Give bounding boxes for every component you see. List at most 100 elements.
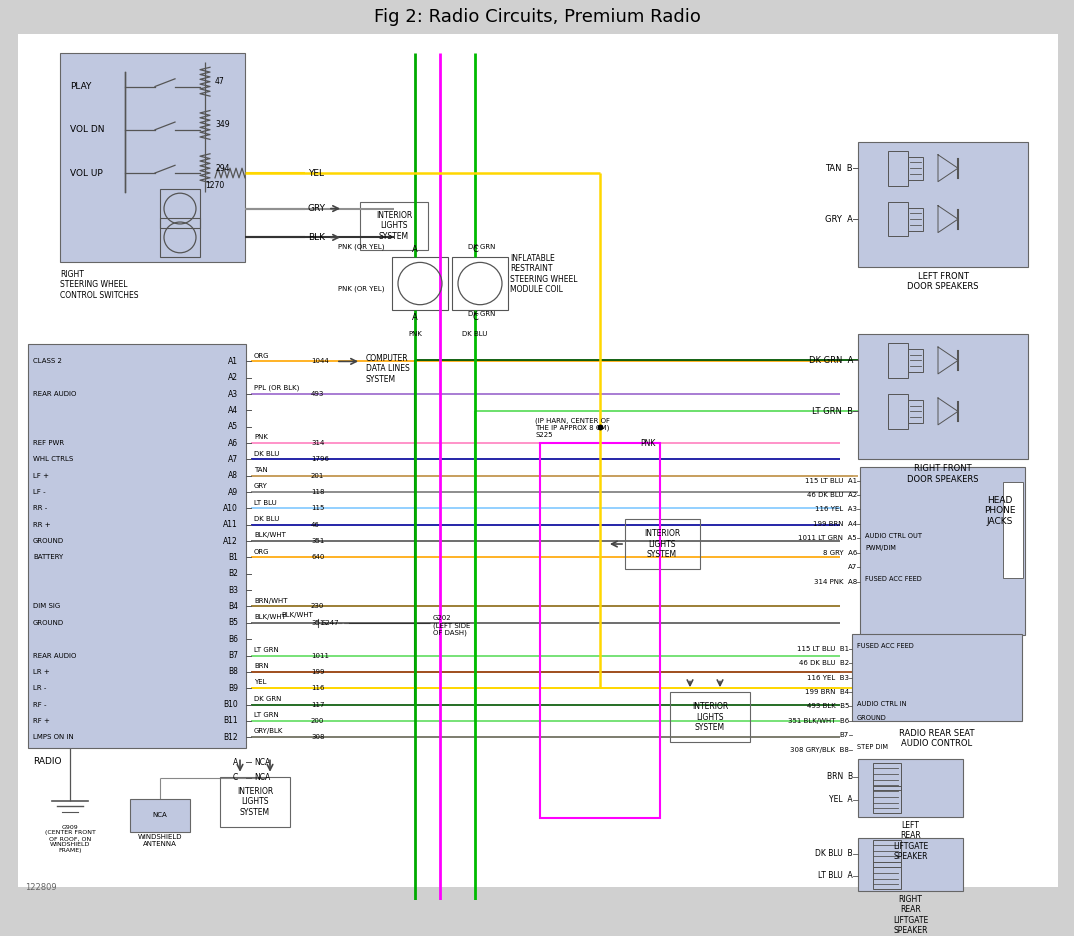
Bar (908, 208, 923, 230)
Text: B12: B12 (223, 733, 238, 741)
Bar (625, 519, 700, 569)
Text: RIGHT FRONT
DOOR SPEAKERS: RIGHT FRONT DOOR SPEAKERS (908, 464, 978, 484)
Text: G202
(LEFT SIDE
OF DASH): G202 (LEFT SIDE OF DASH) (433, 615, 470, 636)
Text: RF +: RF + (33, 718, 49, 724)
Text: BLK/WHT: BLK/WHT (253, 533, 286, 538)
Text: AUDIO CTRL OUT: AUDIO CTRL OUT (865, 534, 921, 539)
Text: 1011: 1011 (311, 652, 329, 659)
Text: BRN  B: BRN B (827, 772, 853, 782)
Bar (452, 256, 508, 311)
Text: VOL UP: VOL UP (70, 168, 103, 178)
Text: A8: A8 (228, 472, 238, 480)
Text: 115 LT BLU  B1: 115 LT BLU B1 (797, 646, 850, 651)
Bar (220, 777, 290, 826)
Text: DK BLU  B: DK BLU B (815, 849, 853, 858)
Text: GROUND: GROUND (33, 538, 64, 544)
Text: 115 LT BLU  A1: 115 LT BLU A1 (804, 477, 857, 484)
Bar (888, 151, 908, 185)
Bar (860, 467, 1025, 636)
Text: B6: B6 (228, 635, 238, 644)
Text: 118: 118 (311, 490, 324, 495)
Text: VOL DN: VOL DN (70, 125, 104, 134)
Text: AUDIO CTRL IN: AUDIO CTRL IN (857, 700, 906, 707)
Text: PWM/DIM: PWM/DIM (865, 545, 896, 551)
Bar (873, 840, 901, 867)
Text: LR -: LR - (33, 685, 46, 691)
Text: G909
(CENTER FRONT
OF ROOF, ON
WINDSHIELD
FRAME): G909 (CENTER FRONT OF ROOF, ON WINDSHIEL… (44, 825, 96, 853)
Text: 46: 46 (311, 521, 320, 528)
Text: NCA: NCA (253, 773, 271, 782)
Text: A7: A7 (228, 455, 238, 464)
Text: 199: 199 (311, 669, 324, 675)
Text: HEAD
PHONE
JACKS: HEAD PHONE JACKS (984, 496, 1016, 526)
Text: BLK/WHT: BLK/WHT (253, 614, 286, 620)
Text: B1: B1 (228, 553, 238, 562)
Text: REAR AUDIO: REAR AUDIO (33, 652, 76, 659)
Text: NCA: NCA (253, 758, 271, 767)
Text: LT BLU: LT BLU (253, 500, 277, 505)
Text: LF +: LF + (33, 473, 49, 479)
Text: BATTERY: BATTERY (33, 554, 63, 561)
Text: CLASS 2: CLASS 2 (33, 358, 62, 364)
Text: 230: 230 (311, 604, 324, 609)
Text: TAN  B: TAN B (826, 164, 853, 173)
Text: PNK: PNK (408, 330, 422, 337)
Text: RR +: RR + (33, 521, 50, 528)
Bar (873, 763, 901, 790)
Text: A6: A6 (228, 439, 238, 447)
Bar (858, 838, 963, 891)
Text: 200: 200 (311, 718, 324, 724)
Text: DK GRN: DK GRN (468, 312, 495, 317)
Text: INTERIOR
LIGHTS
SYSTEM: INTERIOR LIGHTS SYSTEM (692, 702, 728, 732)
Text: C: C (473, 313, 478, 322)
Text: RADIO: RADIO (33, 757, 61, 767)
Text: PNK (OR YEL): PNK (OR YEL) (338, 243, 384, 250)
Text: PLAY: PLAY (70, 82, 91, 91)
Text: B5: B5 (228, 619, 238, 627)
Text: A1: A1 (228, 357, 238, 366)
Text: 116 YEL  A3: 116 YEL A3 (815, 506, 857, 512)
Text: WINDSHIELD
ANTENNA: WINDSHIELD ANTENNA (137, 834, 183, 847)
Text: DK BLU: DK BLU (253, 516, 279, 522)
Text: FUSED ACC FEED: FUSED ACC FEED (857, 643, 914, 649)
Text: LT GRN: LT GRN (253, 712, 279, 718)
Text: 308 GRY/BLK  B8: 308 GRY/BLK B8 (790, 747, 850, 753)
Text: 46 DK BLU  A2: 46 DK BLU A2 (807, 492, 857, 498)
Text: 46 DK BLU  B2: 46 DK BLU B2 (799, 660, 850, 666)
Text: B9: B9 (228, 683, 238, 693)
Text: LT GRN: LT GRN (253, 647, 279, 652)
Bar (908, 349, 923, 372)
Text: 1044: 1044 (311, 358, 329, 364)
Bar (888, 202, 908, 237)
Text: BLK/WHT: BLK/WHT (281, 612, 313, 618)
Text: LR +: LR + (33, 669, 49, 675)
Text: RIGHT
REAR
LIFTGATE
SPEAKER: RIGHT REAR LIFTGATE SPEAKER (892, 895, 928, 935)
Text: C: C (473, 245, 478, 255)
Text: RIGHT
STEERING WHEEL
CONTROL SWITCHES: RIGHT STEERING WHEEL CONTROL SWITCHES (60, 271, 139, 300)
Text: 493 BLK  B5: 493 BLK B5 (807, 704, 850, 709)
Text: WHL CTRLS: WHL CTRLS (33, 457, 73, 462)
Text: A12: A12 (223, 536, 238, 546)
Bar (858, 142, 1028, 267)
Text: 199 BRN  B4: 199 BRN B4 (804, 689, 850, 695)
Bar (888, 394, 908, 429)
Bar (858, 759, 963, 817)
Text: DK GRN: DK GRN (253, 695, 281, 702)
Text: 8 GRY  A6: 8 GRY A6 (823, 549, 857, 556)
Text: B8: B8 (228, 667, 238, 677)
Text: A: A (412, 313, 418, 322)
Bar (160, 218, 200, 256)
Text: GRY  A: GRY A (825, 214, 853, 224)
Text: LF -: LF - (33, 490, 45, 495)
Text: 116 YEL  B3: 116 YEL B3 (807, 675, 850, 680)
Text: 122809: 122809 (25, 883, 57, 892)
Bar (888, 344, 908, 378)
Text: REAR AUDIO: REAR AUDIO (33, 391, 76, 397)
Text: DK BLU: DK BLU (253, 450, 279, 457)
Text: PNK: PNK (640, 439, 655, 447)
Text: 314: 314 (311, 440, 324, 446)
Text: PPL (OR BLK): PPL (OR BLK) (253, 385, 300, 391)
Text: PNK: PNK (253, 434, 267, 440)
Text: 1011 LT GRN  A5: 1011 LT GRN A5 (798, 535, 857, 541)
Bar (908, 400, 923, 423)
